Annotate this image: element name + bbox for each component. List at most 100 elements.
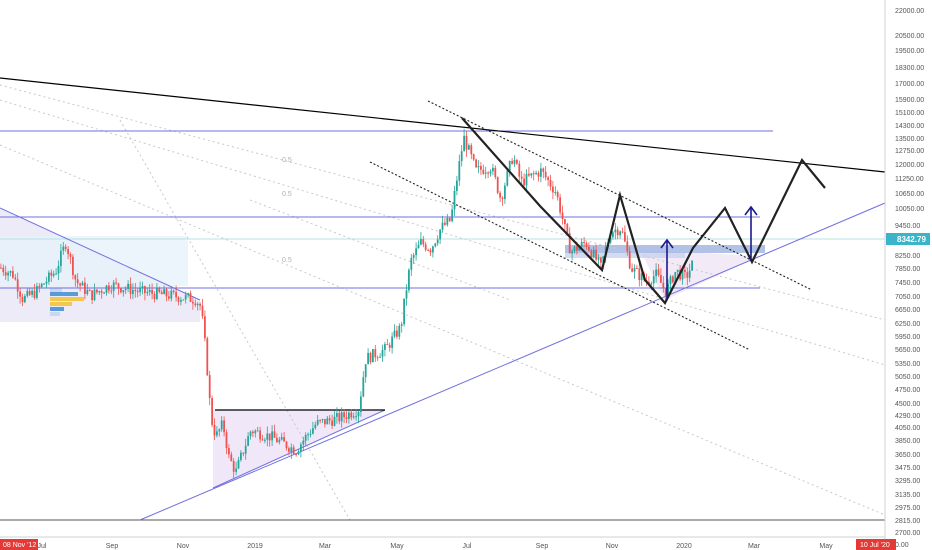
time-tick-label: 2019 — [247, 543, 263, 550]
candle-body — [240, 452, 242, 460]
time-tick-label: Sep — [536, 543, 549, 550]
candle-body — [182, 299, 185, 301]
candle-body — [460, 151, 463, 162]
candle-body — [134, 289, 137, 292]
candle-body — [33, 290, 36, 298]
candle-body — [108, 285, 110, 291]
candle-body — [96, 289, 98, 293]
candle-body — [295, 454, 297, 456]
target-arrow-head — [744, 205, 758, 216]
candle-body — [156, 287, 158, 300]
candle-body — [163, 289, 165, 295]
candle-body — [427, 249, 429, 251]
candle-body — [148, 289, 151, 292]
candle-body — [230, 454, 233, 461]
price-tick-label: 12000.00 — [895, 162, 924, 169]
candle-body — [170, 290, 173, 299]
volume-profile-bar — [565, 245, 765, 253]
candle-body — [242, 452, 245, 454]
candle-body — [650, 283, 653, 285]
price-axis-bg — [885, 0, 932, 520]
last-price-badge — [886, 233, 930, 245]
candle-body — [302, 440, 305, 445]
candle-body — [357, 412, 360, 417]
candle-body — [309, 433, 312, 435]
candle-body — [446, 217, 449, 225]
candle-body — [381, 349, 384, 357]
candle-body — [662, 282, 665, 288]
candle-body — [578, 246, 581, 251]
volume-profile-bar — [50, 292, 78, 296]
price-tick-label: 3650.00 — [895, 452, 920, 459]
last-price-label: 8342.79 — [897, 235, 926, 244]
candle-body — [40, 283, 43, 287]
fib-label: 0.5 — [282, 257, 292, 264]
candle-body — [153, 293, 156, 300]
candle-body — [532, 173, 535, 175]
candle-body — [400, 324, 403, 326]
candle-body — [158, 287, 161, 292]
candle-body — [475, 159, 477, 168]
price-tick-label: 22000.00 — [895, 8, 924, 15]
candle-body — [374, 349, 377, 358]
candle-body — [345, 417, 348, 419]
candle-body — [343, 412, 345, 418]
candle-body — [549, 179, 552, 187]
candle-body — [127, 283, 129, 289]
candle-body — [120, 288, 122, 293]
time-tick-label: Nov — [177, 543, 190, 550]
candle-body — [304, 434, 307, 441]
left-date-badge — [0, 539, 38, 550]
candle-body — [184, 294, 187, 300]
candle-body — [112, 282, 115, 291]
candle-body — [559, 197, 561, 213]
candle-body — [271, 431, 273, 441]
price-tick-label: 3850.00 — [895, 438, 920, 445]
candle-body — [470, 145, 473, 155]
candle-body — [24, 296, 26, 303]
candle-body — [340, 412, 343, 422]
candle-body — [597, 257, 600, 260]
candle-body — [249, 431, 252, 437]
time-tick-label: Jul — [463, 543, 472, 550]
candle-body — [525, 173, 528, 186]
candle-body — [492, 167, 494, 172]
candle-body — [441, 222, 444, 230]
price-tick-label: 5650.00 — [895, 347, 920, 354]
candle-body — [691, 260, 693, 271]
candle-body — [324, 419, 326, 425]
volume-profile-bar — [50, 288, 62, 292]
candle-body — [609, 237, 612, 243]
candle-body — [429, 250, 432, 253]
candle-body — [600, 257, 602, 263]
long-term-resistance — [0, 77, 886, 173]
time-tick-label: Sep — [106, 543, 119, 550]
price-axis[interactable]: 22000.00 20500.00 19500.00 18300.00 17000.00… — [884, 0, 932, 550]
candle-body — [232, 460, 235, 472]
candle-body — [110, 290, 113, 292]
candle-body — [408, 269, 410, 291]
candle-body — [410, 257, 413, 270]
candle-body — [312, 428, 314, 434]
price-tick-label: 7850.00 — [895, 266, 920, 273]
fib-label: 0.5 — [282, 191, 292, 198]
candle-body — [477, 166, 480, 168]
candle-body — [364, 364, 367, 378]
candle-body — [616, 229, 619, 236]
candle-body — [667, 283, 669, 297]
candle-body — [208, 375, 211, 399]
time-axis[interactable]: Jul Sep Nov 2019 Mar May Jul Sep Nov 2020 Mar May 08… — [0, 536, 896, 550]
candle-body — [494, 167, 497, 178]
candle-body — [487, 172, 489, 174]
price-tick-label: 17000.00 — [895, 81, 924, 88]
candle-body — [129, 283, 132, 295]
candle-body — [252, 431, 254, 434]
candle-body — [540, 168, 542, 177]
price-tick-label: 19500.00 — [895, 48, 924, 55]
candle-body — [636, 267, 638, 269]
candle-body — [405, 290, 408, 299]
price-tick-label: 20500.00 — [895, 33, 924, 40]
candle-body — [506, 170, 509, 186]
candle-body — [2, 267, 5, 273]
